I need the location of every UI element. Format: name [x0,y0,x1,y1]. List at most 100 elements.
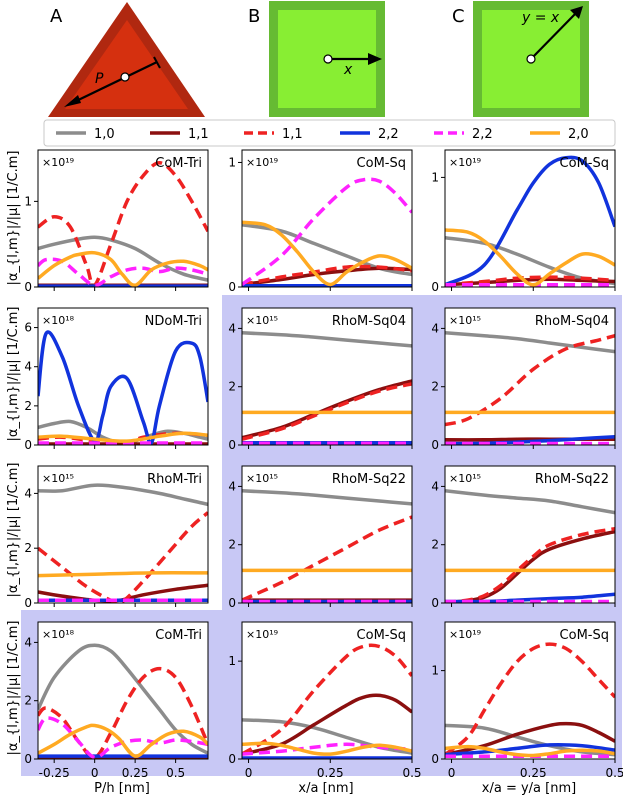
y-tick-label: 0 [24,596,32,610]
legend-label: 1,1 [282,127,303,142]
plot-area [38,150,208,287]
series-line-6 [242,220,412,287]
panel-title: RhoM-Sq22 [535,472,609,487]
chart-panel-10: 0 2 4 -0.25 0 0.25 0.5 ×10¹⁸ CoM-Tri [24,621,209,780]
panel-title: RhoM-Sq04 [332,314,406,329]
scale-factor: ×10¹⁵ [449,314,481,327]
p-arrow-shaft [69,61,158,105]
series-line-1 [38,235,208,282]
chart-panel-11: 0 1 0 0.25 0.5 ×10¹⁹ CoM-Sq [228,621,422,780]
plot-frame [241,621,413,760]
plot-area [242,308,412,445]
plot-area [242,466,412,603]
series-group [242,489,412,603]
series-group [445,642,615,759]
label-y-eq-x: y = x [521,10,560,26]
legend: 1,0 1,1 1,1 2,2 2,2 2,0 [43,119,616,147]
series-group [242,331,412,445]
y-tick-label: 0 [228,438,236,452]
x-tick-label: 0.5 [605,766,623,780]
panels: 0 1 ×10¹⁹ CoM-Tri 0 1 ×10¹⁹ CoM-Sq 0 1 ×10¹⁹ CoM-Sq… [24,149,623,780]
chart-panel-3: 0 1 ×10¹⁹ CoM-Sq [431,149,616,294]
triangle-inner [65,20,188,109]
series-line-6 [38,723,208,758]
plot-area [445,308,615,445]
y-tick-label: 2 [24,399,32,413]
series-group [38,483,208,603]
y-tick-label: 4 [228,321,236,335]
series-line-1 [445,331,615,354]
series-line-1 [445,489,615,515]
series-line-1 [445,723,615,757]
panel-title: CoM-Sq [560,628,609,643]
scale-factor: ×10¹⁵ [246,472,278,485]
label-x: x [343,62,353,78]
series-line-5 [242,742,412,756]
series-group [445,331,615,445]
shape-square-x: B x [248,1,385,117]
diag-arrow-head [570,6,583,19]
plot-frame [37,621,209,760]
plot-frame [241,465,413,604]
y-tick-label: 0 [24,438,32,452]
label-P: P [95,71,104,87]
plot-frame [444,621,616,760]
y-tick-label: 0 [431,596,439,610]
plot-area [445,622,615,759]
y-tick-label: 4 [228,479,236,493]
y-tick-label: 0 [24,752,32,766]
plot-frame [37,307,209,446]
panel-title: CoM-Sq [357,628,406,643]
p-arrow-tick [153,56,161,69]
series-group [445,155,615,287]
scale-factor: ×10¹⁸ [42,314,75,327]
y-tick-label: 0 [228,596,236,610]
chart-panel-6: 0 2 4 ×10¹⁵ RhoM-Sq04 [431,307,616,452]
series-line-6 [38,571,208,578]
scale-factor: ×10¹⁸ [42,628,75,641]
y-tick-label: 0 [24,280,32,294]
series-line-1 [242,489,412,506]
y-tick-label: 2 [24,694,32,708]
x-axis-labels: P/h [nm] x/a [nm] x/a = y/a [nm] [94,781,576,796]
x-tick-label: -0.25 [39,766,70,780]
y-label-row-2: |α_{l,m}|/|μ| [1/C.m] [6,307,21,442]
series-group [445,489,615,603]
series-line-2 [242,693,412,756]
plot-frame [444,465,616,604]
plot-frame [37,465,209,604]
legend-label: 2,2 [472,127,493,142]
series-line-1 [38,643,208,755]
legend-label: 1,1 [188,127,209,142]
y-tick-label: 2 [431,380,439,394]
y-tick-label: 6 [24,321,32,335]
scale-factor: ×10¹⁹ [449,156,481,169]
y-tick-label: 1 [228,155,236,169]
series-line-1 [242,331,412,348]
y-tick-label: 0 [228,280,236,294]
center-dot [120,72,130,82]
series-line-6 [242,741,412,756]
chart-panel-5: 0 2 4 ×10¹⁵ RhoM-Sq04 [228,307,413,452]
x-tick-label: 0.5 [166,766,185,780]
x-tick-label: 0.5 [402,766,421,780]
panel-title: RhoM-Sq04 [535,314,609,329]
series-line-6 [38,250,208,287]
panel-title: CoM-Sq [357,156,406,171]
panel-title: CoM-Tri [155,156,202,171]
plot-frame [444,307,616,446]
series-line-3 [242,382,412,441]
scale-factor: ×10¹⁵ [42,472,74,485]
panel-title: NDoM-Tri [145,314,202,329]
y-tick-label: 1 [431,664,439,678]
x-tick-label: 0.25 [317,766,344,780]
center-dot [526,54,536,64]
chart-panel-7: 0 2 4 ×10¹⁵ RhoM-Tri [24,465,209,610]
chart-panel-12: 0 1 0 0.25 0.5 ×10¹⁹ CoM-Sq [431,621,623,780]
series-line-5 [38,716,208,759]
series-line-3 [445,334,615,427]
plot-area [242,622,412,759]
chart-panel-8: 0 2 4 ×10¹⁵ RhoM-Sq22 [228,465,413,610]
panel-title: CoM-Sq [560,156,609,171]
x-label-col-3: x/a = y/a [nm] [482,781,576,796]
